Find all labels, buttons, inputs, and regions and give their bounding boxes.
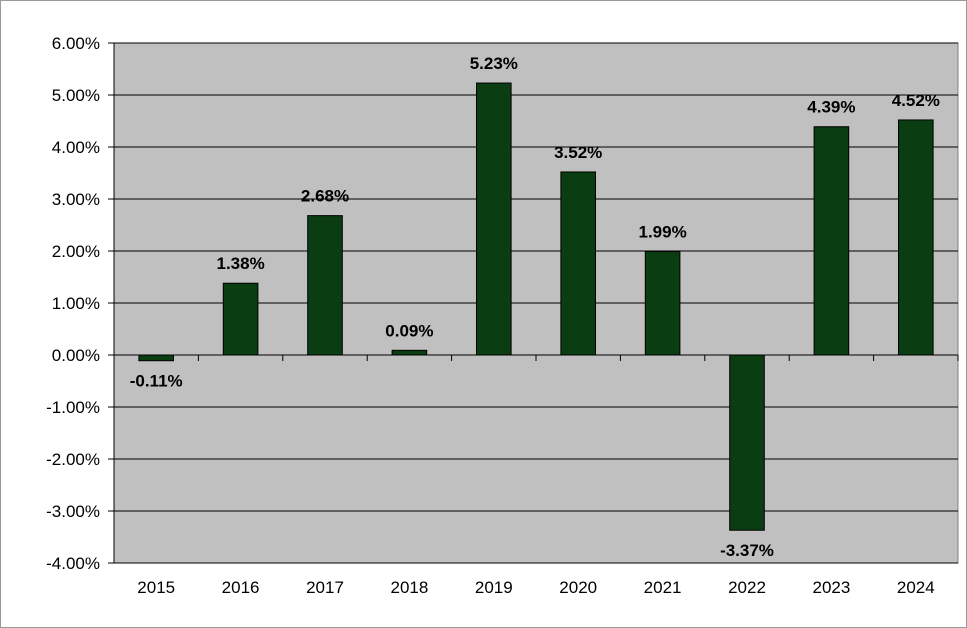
data-label-2023: 4.39% [807,98,855,117]
x-tick-label: 2023 [812,578,850,597]
y-tick-label: 6.00% [52,34,100,53]
x-tick-label: 2015 [137,578,175,597]
y-tick-label: -3.00% [46,502,100,521]
y-tick-label: 3.00% [52,190,100,209]
x-tick-label: 2018 [390,578,428,597]
bar-2024 [897,119,934,356]
y-tick-label: -1.00% [46,398,100,417]
x-tick-label: 2017 [306,578,344,597]
bar-2020 [560,171,597,356]
data-label-2021: 1.99% [638,223,686,242]
bar-2023 [813,126,850,356]
data-labels: -0.11% 1.38% 2.68% 0.09% 5.23% 3.52% 1.99% -3.3… [130,54,940,560]
x-tick-label: 2022 [728,578,766,597]
data-label-2017: 2.68% [301,187,349,206]
x-tick-label: 2024 [897,578,935,597]
bar-2021 [644,251,681,356]
data-label-2016: 1.38% [216,254,264,273]
y-tick-label: 2.00% [52,242,100,261]
y-tick-label: 4.00% [52,138,100,157]
data-label-2019: 5.23% [470,54,518,73]
bar-2018 [391,349,428,356]
bar-2022 [729,354,765,531]
x-tick-label: 2019 [475,578,513,597]
bar-2019 [475,82,512,356]
data-label-2018: 0.09% [385,321,433,340]
y-tick-label: -2.00% [46,450,100,469]
y-tick-label: 5.00% [52,86,100,105]
x-tick-label: 2020 [559,578,597,597]
data-label-2022: -3.37% [720,541,774,560]
data-label-2020: 3.52% [554,143,602,162]
bar-2015 [138,354,175,362]
x-tick-label: 2016 [222,578,260,597]
bar-2017 [307,215,343,356]
data-label-2024: 4.52% [892,91,940,110]
y-axis: 6.00% 5.00% 4.00% 3.00% 2.00% 1.00% 0.00% -1.00… [46,34,115,573]
x-tick-label: 2021 [644,578,682,597]
data-label-2015: -0.11% [130,372,183,391]
bar-2016 [222,282,259,356]
bars [138,82,934,531]
y-tick-label: 1.00% [52,294,100,313]
y-tick-label: 0.00% [52,346,100,365]
y-tick-label: -4.00% [46,554,100,573]
